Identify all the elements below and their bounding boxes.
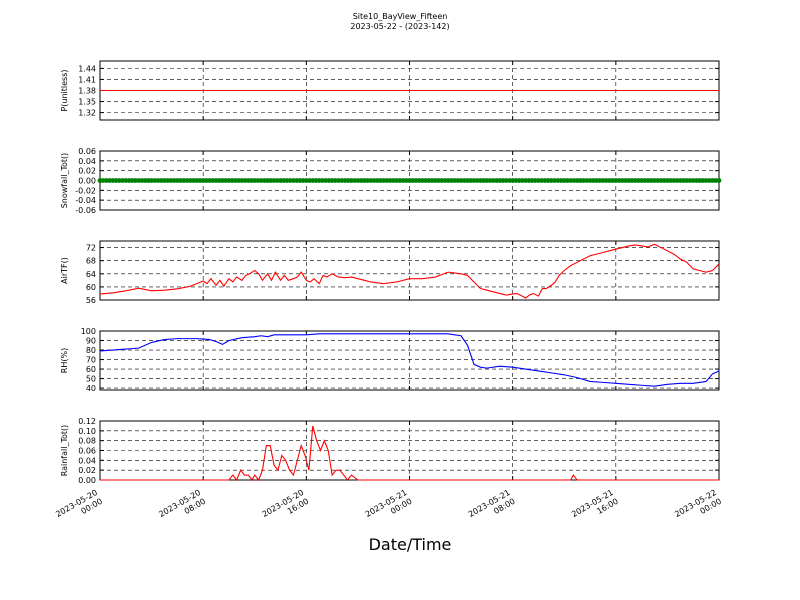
y-tick-label: 56 [86, 296, 96, 305]
y-tick-label: 80 [86, 346, 96, 355]
y-tick-label: -0.04 [75, 196, 96, 205]
y-tick-label: 90 [86, 337, 96, 346]
panel-2: -0.06-0.04-0.020.000.020.040.06 Snowfall_… [60, 147, 722, 215]
y-tick-label: 0.02 [78, 167, 96, 176]
y-tick-label: 0.08 [78, 437, 96, 446]
series-points [97, 178, 722, 183]
y-tick-label: 0.12 [78, 417, 96, 426]
y-tick-label: 64 [86, 270, 96, 279]
y-tick-label: 68 [86, 257, 96, 266]
y-tick-label: 0.02 [78, 466, 96, 475]
y-tick-label: 100 [81, 327, 96, 336]
y-tick-label: 1.44 [78, 64, 96, 73]
y-tick-label: 1.41 [78, 75, 96, 84]
x-axis-label: Date/Time [369, 535, 452, 554]
y-tick-label: 60 [86, 283, 96, 292]
y-axis-label: AirTF() [60, 257, 69, 284]
y-tick-label: 0.00 [78, 177, 96, 186]
chart-title: Site10_BayView_Fifteen [353, 12, 448, 21]
panel-3: 56 60 64 68 72 AirTF() [60, 240, 720, 305]
y-tick-label: 0.06 [78, 447, 96, 456]
y-axis-label: Snowfall_Tot() [60, 153, 69, 209]
y-tick-label: 40 [86, 384, 96, 393]
panel-1: 1.32 1.35 1.38 1.41 1.44 P(unitless) [60, 60, 720, 121]
y-axis-label: Rainfall_Tot() [60, 425, 69, 477]
y-tick-label: 0.00 [78, 476, 96, 485]
y-tick-label: 1.32 [78, 109, 96, 118]
y-tick-label: 0.04 [78, 157, 96, 166]
series-line [99, 243, 720, 299]
panel-5: 0.000.020.040.060.080.100.12 Rainfall_Tot… [60, 417, 720, 485]
panels: 1.321.351.381.411.44P(unitless)-0.06-0.0… [60, 60, 722, 485]
chart-subtitle: 2023-05-22 - (2023-142) [350, 22, 449, 31]
y-tick-label: 60 [86, 365, 96, 374]
y-axis-label: RH(%) [60, 348, 69, 373]
y-tick-label: 70 [86, 356, 96, 365]
y-tick-label: 1.35 [78, 98, 96, 107]
data-point [716, 178, 722, 183]
y-tick-label: 0.04 [78, 456, 96, 465]
y-tick-label: 50 [86, 375, 96, 384]
y-axis-label: P(unitless) [60, 69, 69, 111]
y-tick-label: 1.38 [78, 87, 96, 96]
series-line [100, 425, 719, 482]
y-tick-label: -0.06 [75, 206, 96, 215]
y-tick-label: 72 [86, 244, 96, 253]
series-line [99, 333, 720, 387]
y-tick-label: 0.10 [78, 427, 96, 436]
y-tick-label: -0.02 [75, 186, 96, 195]
y-tick-label: 0.06 [78, 147, 96, 156]
